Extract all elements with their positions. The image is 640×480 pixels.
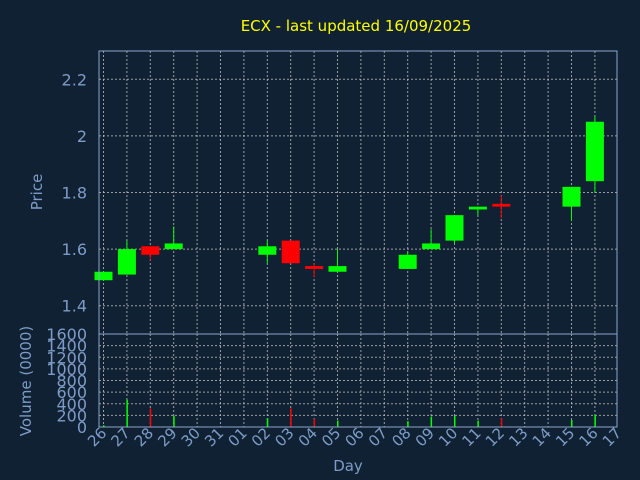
volume-tick-label: 1000 (46, 360, 87, 379)
candle (422, 229, 441, 250)
candle (281, 240, 300, 264)
price-axis-label: Price (28, 174, 46, 211)
candle-body (94, 271, 113, 281)
volume-bar (337, 420, 339, 427)
volume-bar (571, 420, 573, 427)
price-tick-label: 1.6 (62, 240, 87, 259)
volume-axis-label: Volume (0000) (17, 326, 35, 436)
price-tick-label: 2.2 (62, 70, 87, 89)
volume-tick-label: 0 (77, 418, 87, 437)
candle (141, 246, 160, 261)
candle-body (445, 215, 464, 241)
candle (164, 226, 183, 250)
x-tick-label: 14 (529, 424, 555, 450)
volume-bar (477, 420, 479, 427)
x-tick-label: 29 (154, 424, 180, 450)
candle-body (258, 246, 277, 255)
volume-bar (454, 415, 456, 427)
volume-tick-label: 1600 (46, 325, 87, 344)
volume-bar (266, 418, 269, 427)
candle (328, 249, 347, 272)
volume-tick-label: 1400 (46, 337, 87, 356)
x-tick-label: 06 (341, 424, 367, 450)
candle-body (281, 240, 300, 264)
volume-bar (149, 408, 152, 427)
price-panel: 1.4 1.6 1.8 2 2.2 (62, 50, 618, 335)
x-tick-label: 17 (599, 424, 625, 450)
candle (258, 240, 277, 264)
x-tick-label: 02 (248, 424, 274, 450)
x-tick-label: 10 (435, 424, 461, 450)
candle-body (117, 249, 136, 275)
x-tick-label: 09 (412, 424, 438, 450)
candle-body (305, 266, 324, 269)
x-tick-label: 01 (224, 424, 250, 450)
volume-bar (594, 414, 596, 427)
x-tick-label: 28 (131, 424, 157, 450)
candle-body (562, 186, 581, 207)
x-tick-label: 30 (178, 424, 204, 450)
volume-bar (500, 418, 503, 427)
x-tick-label: 08 (388, 424, 414, 450)
candle-body (585, 121, 604, 182)
x-tick-label: 26 (84, 424, 110, 450)
volume-bar (407, 421, 409, 427)
volume-tick-label: 200 (56, 406, 87, 425)
candle (445, 215, 464, 244)
candle-body (141, 246, 160, 255)
candle-body (492, 203, 511, 207)
volume-bar (126, 399, 128, 427)
candle (492, 195, 511, 218)
candle (305, 263, 324, 278)
candle (94, 271, 113, 281)
price-tick-label: 1.4 (62, 297, 87, 316)
x-tick-label: 04 (295, 424, 321, 450)
x-tick-label: 03 (271, 424, 297, 450)
price-tick-label: 1.8 (62, 184, 87, 203)
volume-tick-label: 600 (56, 383, 87, 402)
volume-tick-label: 1200 (46, 348, 87, 367)
candle-body (328, 266, 347, 272)
candle-body (398, 254, 417, 269)
volume-tick-label: 800 (56, 372, 87, 391)
volume-bar (290, 408, 292, 427)
x-tick-label: 31 (201, 424, 227, 450)
x-tick-labels: 2627282930310102030405060708091011121314… (84, 424, 625, 450)
volume-bar (103, 425, 105, 427)
chart-title: ECX - last updated 16/09/2025 (241, 17, 472, 35)
candle-body (164, 243, 183, 250)
x-tick-label: 27 (107, 424, 133, 450)
candle (562, 186, 581, 221)
volume-tick-label: 400 (56, 395, 87, 414)
x-tick-label: 11 (458, 424, 484, 450)
x-tick-label: 07 (365, 424, 391, 450)
x-tick-label: 16 (575, 424, 601, 450)
candle-body (422, 243, 441, 250)
day-axis-label: Day (333, 457, 363, 475)
x-tick-label: 15 (552, 424, 578, 450)
price-tick-label: 2 (77, 127, 87, 146)
candle (398, 251, 417, 269)
volume-frame (98, 333, 618, 428)
volume-bar (430, 416, 433, 427)
volume-bar (173, 415, 175, 427)
candle (585, 116, 604, 193)
candle-body (468, 206, 487, 210)
candle (117, 240, 136, 275)
candle (468, 206, 487, 216)
x-tick-label: 12 (482, 424, 508, 450)
x-tick-label: 13 (505, 424, 531, 450)
volume-bar (313, 418, 316, 427)
x-tick-label: 05 (318, 424, 344, 450)
